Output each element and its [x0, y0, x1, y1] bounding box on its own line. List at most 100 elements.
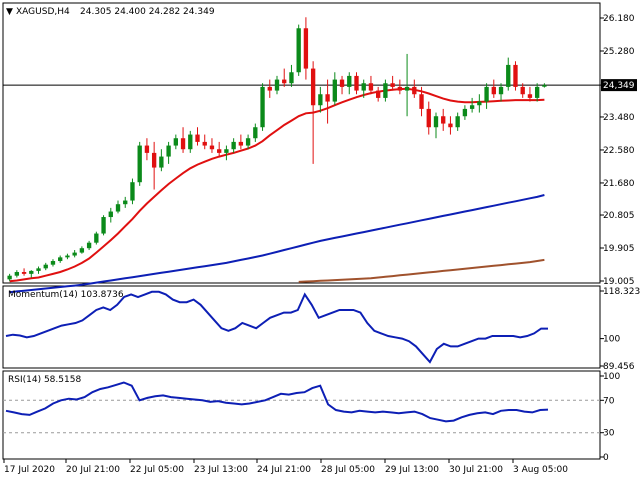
- candle: [173, 134, 178, 150]
- time-tick-label: 17 Jul 2020: [4, 465, 55, 475]
- candle: [325, 79, 330, 124]
- price-tick-label: 22.580: [603, 146, 635, 156]
- candle: [433, 112, 439, 139]
- candle: [397, 79, 403, 95]
- ma-fast-line: [9, 87, 545, 283]
- candle: [50, 259, 56, 267]
- candle: [94, 231, 99, 245]
- candle: [441, 108, 446, 131]
- candle: [14, 270, 20, 278]
- price-tick-label: 26.180: [603, 14, 635, 24]
- candle: [195, 127, 200, 146]
- candle: [339, 75, 345, 95]
- candle: [202, 134, 207, 150]
- candle: [354, 72, 359, 95]
- candle: [159, 149, 164, 172]
- time-tick-label: 28 Jul 05:00: [321, 465, 375, 475]
- candle: [390, 75, 395, 91]
- candle: [123, 196, 128, 208]
- rsi-tick-label: 70: [603, 396, 615, 406]
- price-axis: 26.18025.28024.34923.48022.58021.68020.8…: [600, 14, 637, 287]
- momentum-tick-label: 89.456: [603, 362, 635, 372]
- candle: [383, 79, 388, 102]
- candle: [217, 141, 222, 157]
- candle: [347, 72, 352, 95]
- candle: [534, 83, 540, 102]
- candle: [166, 141, 171, 164]
- momentum-label: Momentum(14) 103.8736: [8, 290, 124, 300]
- candle: [469, 97, 475, 113]
- candle: [115, 200, 121, 214]
- price-panel-title-symbol: ▼: [6, 7, 13, 17]
- momentum-tick-label: 118.3238: [603, 287, 640, 297]
- candle: [101, 215, 106, 236]
- candle: [209, 138, 215, 153]
- time-tick-label: 23 Jul 13:00: [194, 465, 248, 475]
- candle: [462, 105, 468, 120]
- price-tick-label: 20.805: [603, 211, 635, 221]
- time-axis: 17 Jul 2020 20 Jul 21:00 22 Jul 05:00 23 Ju…: [3, 459, 568, 475]
- candle: [412, 79, 417, 98]
- candle: [513, 61, 518, 91]
- candle: [318, 86, 323, 113]
- candle: [224, 145, 229, 161]
- candle: [404, 53, 410, 117]
- candle: [361, 79, 366, 98]
- price-tick-label: 19.005: [603, 277, 635, 287]
- candle: [130, 178, 135, 205]
- rsi-tick-label: 30: [603, 429, 615, 439]
- candle: [260, 83, 265, 131]
- time-tick-label: 24 Jul 21:00: [257, 465, 311, 475]
- momentum-tick-label: 100: [603, 335, 620, 345]
- candle: [498, 83, 504, 102]
- candle: [455, 112, 460, 131]
- price-tick-label: 23.480: [603, 113, 635, 123]
- momentum-axis: 118.3238 100 89.456: [600, 287, 640, 372]
- current-price-tag: [601, 79, 637, 92]
- price-plot-area: [3, 17, 600, 294]
- candle: [21, 268, 27, 276]
- candle: [245, 134, 251, 150]
- candle: [253, 123, 258, 142]
- candle: [274, 75, 280, 95]
- price-tick-label: 25.280: [603, 47, 635, 57]
- current-price-tag-label: 24,349: [603, 81, 635, 91]
- candle: [419, 86, 424, 117]
- candle: [231, 138, 236, 153]
- candle: [137, 141, 142, 186]
- candle: [188, 130, 193, 153]
- time-tick-label: 30 Jul 21:00: [449, 465, 503, 475]
- price-panel-frame: [2, 2, 601, 284]
- candle: [238, 134, 244, 150]
- candle: [144, 138, 150, 161]
- ohlc-readout: 24.305 24.400 24.282 24.349: [80, 7, 215, 17]
- price-tick-label: 19.905: [603, 244, 635, 254]
- candle: [86, 240, 92, 251]
- candle: [477, 94, 482, 113]
- candle: [58, 255, 63, 263]
- momentum-line: [5, 290, 548, 364]
- time-tick-label: 22 Jul 05:00: [130, 465, 184, 475]
- candle: [289, 64, 294, 87]
- candle: [296, 24, 301, 76]
- rsi-axis: 100 70 30 0: [600, 372, 620, 463]
- candle: [376, 86, 381, 102]
- ma-mid-line: [9, 194, 545, 294]
- candle: [520, 83, 525, 98]
- candle: [43, 262, 48, 271]
- candle: [542, 83, 547, 88]
- candle: [29, 270, 34, 278]
- rsi-tick-label: 0: [603, 453, 609, 463]
- candle: [72, 250, 77, 258]
- ma-slow-line: [298, 258, 545, 283]
- time-tick-label: 20 Jul 21:00: [66, 465, 120, 475]
- candle: [491, 79, 496, 98]
- candle: [448, 116, 453, 135]
- price-panel-title: XAGUSD,H4: [16, 7, 70, 17]
- momentum-plot-area: [5, 290, 548, 364]
- candle: [108, 207, 113, 223]
- rsi-plot-area: [3, 381, 600, 434]
- rsi-line: [5, 381, 549, 423]
- rsi-panel-frame: [2, 370, 601, 460]
